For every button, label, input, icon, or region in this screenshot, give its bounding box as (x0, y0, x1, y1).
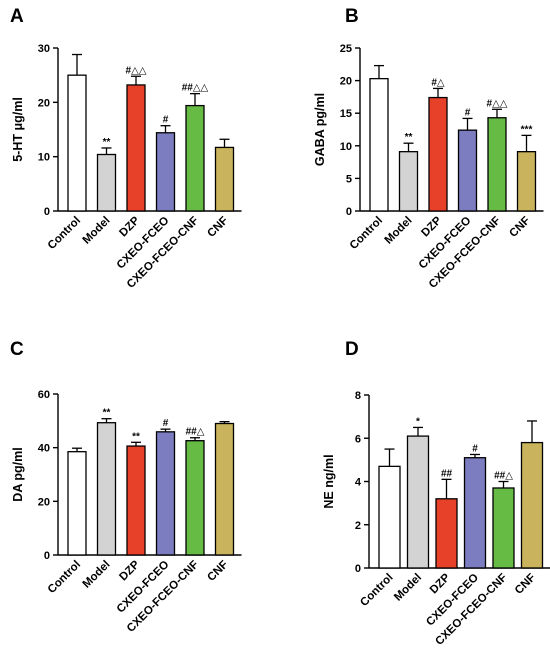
y-tick-label: 30 (38, 43, 50, 55)
significance-label: # (465, 107, 471, 118)
bar-cxeo-fceo-cnf (185, 104, 205, 212)
y-tick-label: 0 (346, 206, 352, 218)
y-tick-label: 5 (346, 173, 352, 185)
bar-cxeo-fceo (155, 431, 176, 556)
significance-label: ** (103, 408, 111, 419)
y-tick-label: 0 (44, 206, 50, 218)
y-tick-label: 2 (355, 520, 361, 532)
bar-cxeo-fceo-cnf (487, 117, 507, 212)
significance-label: ** (132, 431, 140, 442)
bar-control (67, 74, 87, 212)
category-label: CNF (513, 572, 538, 597)
category-label: Control (46, 215, 83, 252)
y-tick-label: 40 (38, 443, 50, 455)
category-label: Control (358, 572, 395, 609)
y-tick-label: 4 (355, 477, 362, 489)
bar-cnf (516, 151, 537, 212)
significance-label: #△△ (487, 98, 508, 109)
category-label: Control (46, 559, 83, 596)
bar-cnf (214, 146, 235, 212)
panel-b: B 0 5 10 15 20 25 GABA pg/ml Control ** Model #△ DZP… (313, 6, 544, 291)
significance-label: ** (405, 132, 413, 143)
bar-cxeo-fceo (457, 129, 478, 212)
category-label: DZP (117, 214, 142, 239)
significance-label: # (472, 443, 478, 454)
significance-label: ** (103, 137, 111, 148)
significance-label: *** (521, 124, 533, 135)
y-axis-title: DA pg/ml (11, 447, 25, 501)
significance-label: # (163, 418, 169, 429)
category-label: CNF (205, 559, 230, 584)
significance-label: ##△ (494, 471, 513, 482)
panel-letter: A (10, 6, 24, 27)
y-axis-title: GABA pg/ml (313, 93, 327, 166)
y-tick-label: 15 (340, 108, 352, 120)
y-tick-label: 20 (38, 97, 50, 109)
bar-control (67, 451, 87, 556)
bar-dzp (435, 498, 458, 569)
significance-label: ##△ (186, 427, 205, 438)
category-label: DZP (117, 558, 142, 583)
significance-label: ##△△ (182, 83, 209, 94)
bar-control (378, 465, 401, 569)
category-label: Model (81, 559, 113, 591)
panel-a: A 0 10 20 30 5-HT μg/ml Control ** Model #△△ DZP # C… (10, 6, 242, 291)
bar-cxeo-fceo-cnf (185, 440, 205, 556)
bar-cnf (214, 422, 235, 556)
bar-model (406, 435, 430, 569)
y-tick-label: 6 (355, 433, 361, 445)
y-tick-label: 8 (355, 390, 361, 402)
y-tick-label: 20 (38, 496, 50, 508)
category-label: Control (348, 215, 385, 252)
bar-cxeo-fceo (463, 457, 487, 569)
bar-model (398, 151, 419, 212)
category-label: CNF (507, 215, 532, 240)
bar-model (96, 153, 117, 212)
y-tick-label: 0 (355, 563, 361, 575)
bar-cxeo-fceo (155, 132, 176, 212)
significance-label: #△ (431, 77, 445, 88)
y-axis-title: NE ng/ml (322, 454, 336, 508)
panel-letter: D (345, 339, 359, 360)
y-tick-label: 60 (38, 389, 50, 401)
category-label: Model (81, 215, 113, 247)
category-label: Model (383, 215, 415, 247)
y-tick-label: 25 (340, 43, 352, 55)
y-tick-label: 10 (340, 141, 352, 153)
significance-label: #△△ (126, 65, 147, 76)
category-label: Model (392, 572, 424, 604)
bar-dzp (428, 96, 448, 212)
bar-control (369, 77, 389, 212)
significance-label: * (416, 416, 420, 427)
panel-letter: B (345, 6, 359, 27)
significance-label: ## (441, 468, 453, 479)
category-label: CNF (205, 215, 230, 240)
category-label: DZP (428, 571, 453, 596)
bar-dzp (126, 84, 146, 212)
bar-cnf (520, 441, 544, 569)
y-tick-label: 10 (38, 152, 50, 164)
bar-dzp (126, 445, 146, 556)
y-tick-label: 20 (340, 76, 352, 88)
panel-letter: C (10, 339, 24, 360)
bar-model (96, 422, 117, 556)
y-tick-label: 0 (44, 550, 50, 562)
significance-label: # (163, 115, 169, 126)
category-label: DZP (419, 214, 444, 239)
bar-cxeo-fceo-cnf (492, 487, 515, 569)
y-axis-title: 5-HT μg/ml (11, 97, 25, 162)
